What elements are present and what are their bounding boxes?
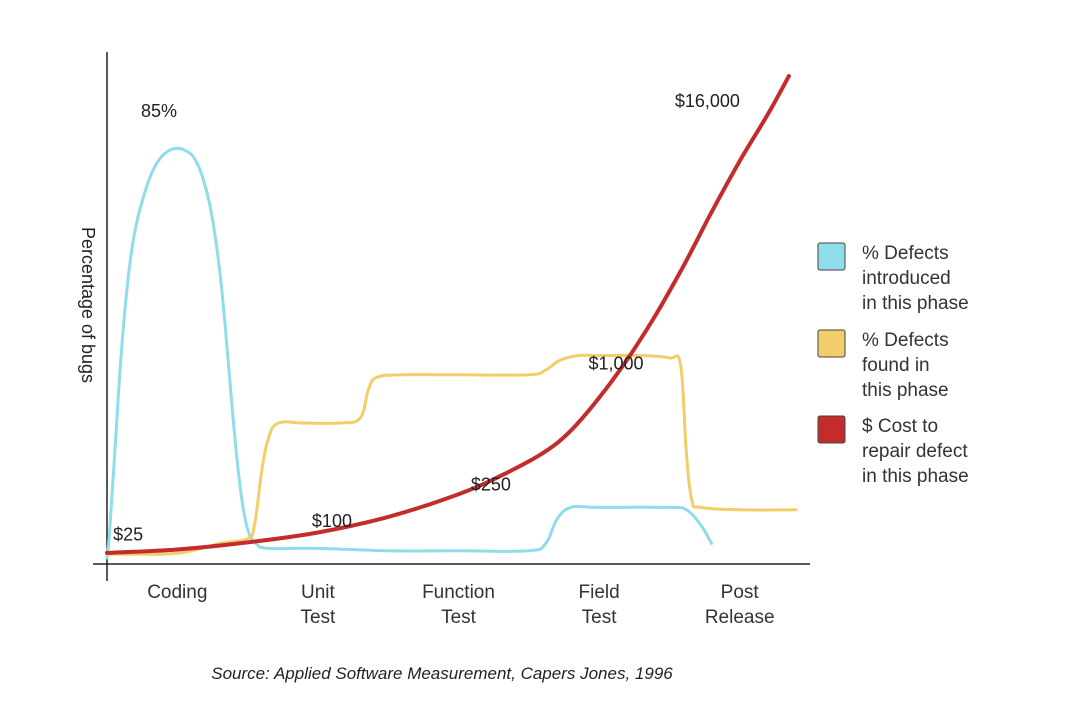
legend: % Defects introduced in this phase % Defect… [817, 242, 969, 487]
series-line-found [105, 353, 798, 556]
data-label: 85% [141, 101, 177, 121]
x-tick-label: Field Test [579, 582, 620, 628]
x-tick-label: Function Test [422, 582, 495, 628]
series-line-introduced [105, 146, 714, 560]
legend-swatch-found [817, 329, 846, 358]
x-tick-label: Post Release [705, 582, 775, 628]
data-label: $25 [113, 524, 143, 544]
legend-entry-found: % Defects found in this phase [862, 330, 949, 401]
source-note: Source: Applied Software Measurement, Ca… [211, 664, 673, 683]
x-tick-labels: Coding Unit Test Function Test Field Test Post R… [147, 582, 774, 628]
annotations: 85% $25 $100 $250 $1,000 $16,000 [113, 91, 740, 544]
data-label: $16,000 [675, 91, 740, 111]
legend-swatch-introduced [817, 242, 846, 271]
data-label: $100 [312, 511, 352, 531]
axes [93, 52, 810, 581]
x-tick-label: Coding [147, 582, 207, 603]
data-label: $1,000 [588, 353, 643, 373]
x-tick-label: Unit Test [300, 582, 336, 628]
legend-entry-introduced: % Defects introduced in this phase [862, 243, 969, 314]
legend-entry-cost: $ Cost to repair defect in this phase [862, 416, 969, 487]
legend-swatch-cost [817, 415, 846, 444]
y-axis-label: Percentage of bugs [78, 227, 98, 383]
series-layer [105, 74, 798, 560]
data-label: $250 [471, 475, 511, 495]
series-line-cost [105, 74, 791, 555]
